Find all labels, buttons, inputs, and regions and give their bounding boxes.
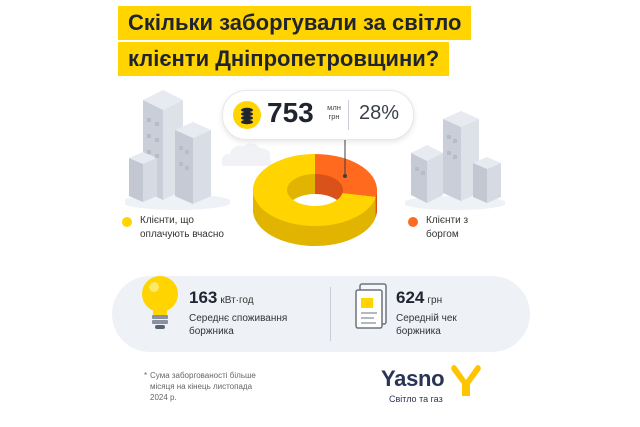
- legend-debt-label: Клієнти з боргом: [426, 215, 469, 240]
- callout-line: [343, 136, 347, 178]
- debt-unit: млн грн: [327, 103, 341, 121]
- footnote-text: Сума заборгованості більше місяця на кін…: [150, 371, 256, 402]
- buildings-left-illustration: [125, 90, 230, 210]
- legend-debt-dot: [408, 217, 418, 227]
- check-description: Середній чек боржника: [396, 313, 457, 337]
- debt-donut-chart: [253, 154, 377, 246]
- debt-amount: 753: [267, 97, 314, 128]
- check-value: 624: [396, 288, 425, 307]
- donut-slice-paying: [253, 154, 376, 226]
- cloud-illustration: [221, 143, 272, 166]
- consumption-value: 163: [189, 288, 218, 307]
- legend-paying-dot: [122, 217, 132, 227]
- check-unit: грн: [427, 295, 443, 306]
- stats-bar: [112, 276, 530, 352]
- coins-icon: [233, 101, 261, 129]
- stats-divider: [330, 287, 331, 341]
- lightbulb-icon: [142, 276, 178, 329]
- debt-percent: 28%: [359, 102, 400, 124]
- check-value-row: 624 грн: [396, 288, 442, 308]
- brand-tagline: Світло та газ: [389, 394, 443, 404]
- title-line-2: клієнти Дніпропетровщини?: [118, 42, 450, 76]
- consumption-description: Середнє споживання боржника: [189, 313, 288, 337]
- debt-summary-pill: 753 млн грн 28%: [222, 90, 414, 140]
- brand-logo-text: Yasno: [381, 366, 445, 391]
- footnote: * Сума заборгованості більше місяця на к…: [144, 370, 270, 403]
- brand-y-icon: [451, 365, 481, 396]
- pill-divider: [348, 100, 349, 130]
- title-line-1: Скільки заборгували за світло: [118, 6, 472, 40]
- legend-paying-label: Клієнти, що оплачують вчасно: [140, 215, 224, 240]
- footnote-star: *: [144, 371, 148, 380]
- consumption-unit: кВт·год: [220, 295, 254, 306]
- receipt-icon: [355, 283, 387, 329]
- consumption-value-row: 163 кВт·год: [189, 288, 254, 308]
- buildings-right-illustration: [405, 111, 505, 210]
